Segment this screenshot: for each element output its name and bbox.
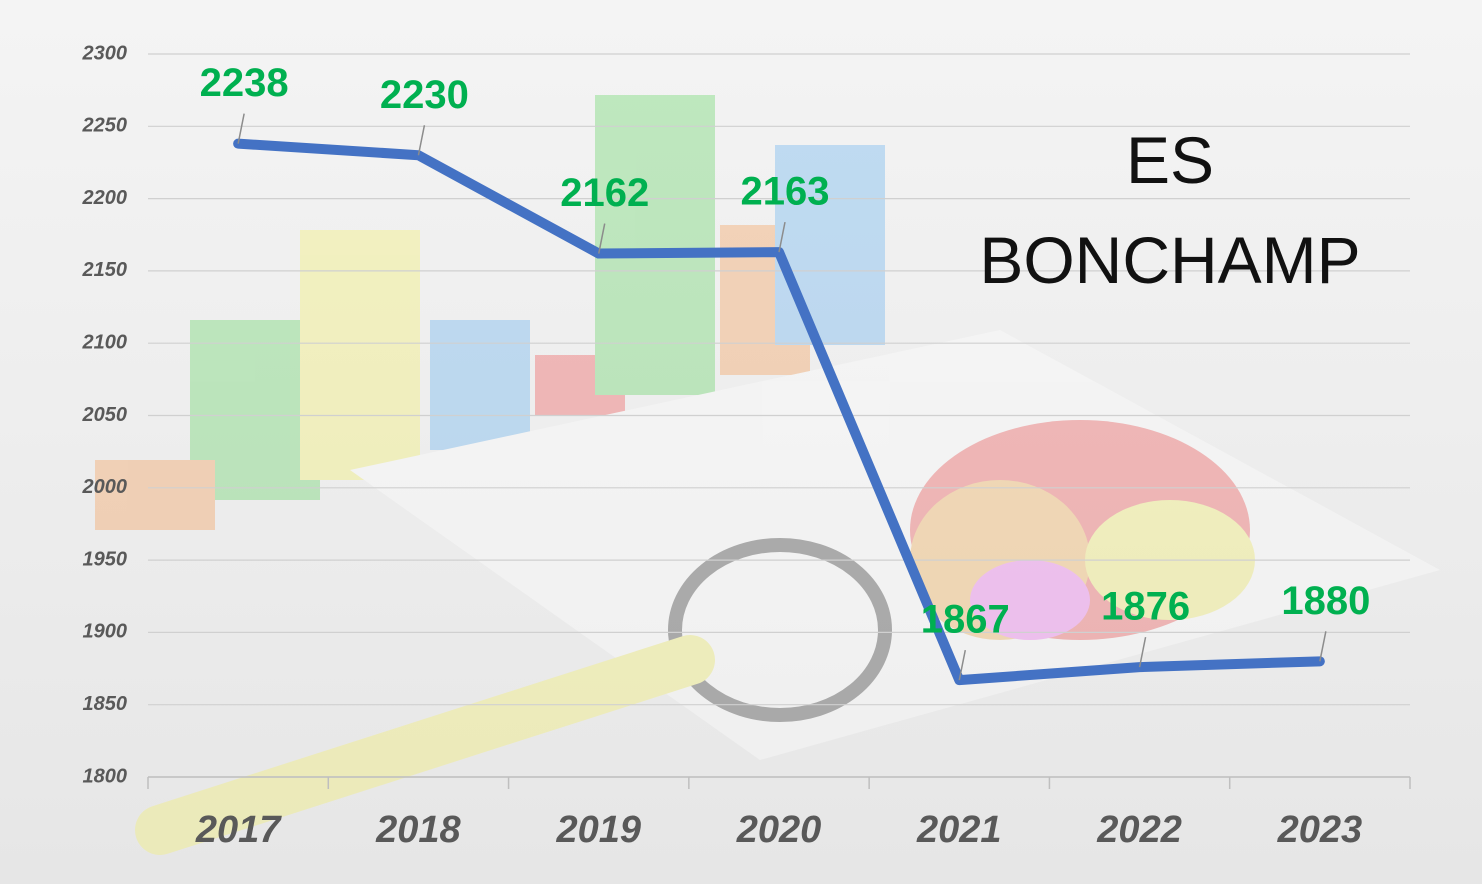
x-tick-label: 2020 <box>736 809 822 851</box>
y-tick-label: 2100 <box>82 331 128 353</box>
y-tick-label: 2300 <box>82 42 128 64</box>
y-tick-label: 2050 <box>82 404 128 426</box>
data-label: 1880 <box>1281 579 1370 623</box>
label-leader <box>958 649 967 681</box>
y-tick-label: 2150 <box>82 259 128 281</box>
data-label: 2162 <box>560 171 649 215</box>
x-tick-label: 2018 <box>375 809 461 851</box>
y-tick-label: 2200 <box>82 187 128 209</box>
label-leader <box>1319 631 1327 662</box>
data-label: 2238 <box>200 61 289 105</box>
x-tick-label: 2021 <box>916 809 1002 851</box>
label-leader <box>1138 636 1147 668</box>
x-tick-label: 2022 <box>1096 809 1182 851</box>
x-tick-label: 2023 <box>1277 809 1363 851</box>
data-label: 2230 <box>380 73 469 117</box>
label-leader <box>778 221 786 253</box>
y-tick-label: 1800 <box>83 765 128 787</box>
y-tick-label: 2250 <box>82 115 128 137</box>
y-tick-label: 1950 <box>83 548 128 570</box>
data-label: 1867 <box>921 598 1010 642</box>
x-tick-label: 2017 <box>195 809 282 851</box>
label-leader <box>597 223 606 254</box>
chart-title: ES BONCHAMP <box>979 123 1361 297</box>
data-label: 2163 <box>741 170 830 214</box>
label-leader <box>237 113 245 144</box>
background-decoration <box>95 95 1440 855</box>
y-tick-label: 1850 <box>83 693 128 715</box>
data-label: 1876 <box>1101 585 1190 629</box>
label-leader <box>417 125 426 156</box>
x-tick-label: 2019 <box>555 809 641 851</box>
y-tick-label: 2000 <box>82 476 128 498</box>
y-tick-label: 1900 <box>83 621 128 643</box>
